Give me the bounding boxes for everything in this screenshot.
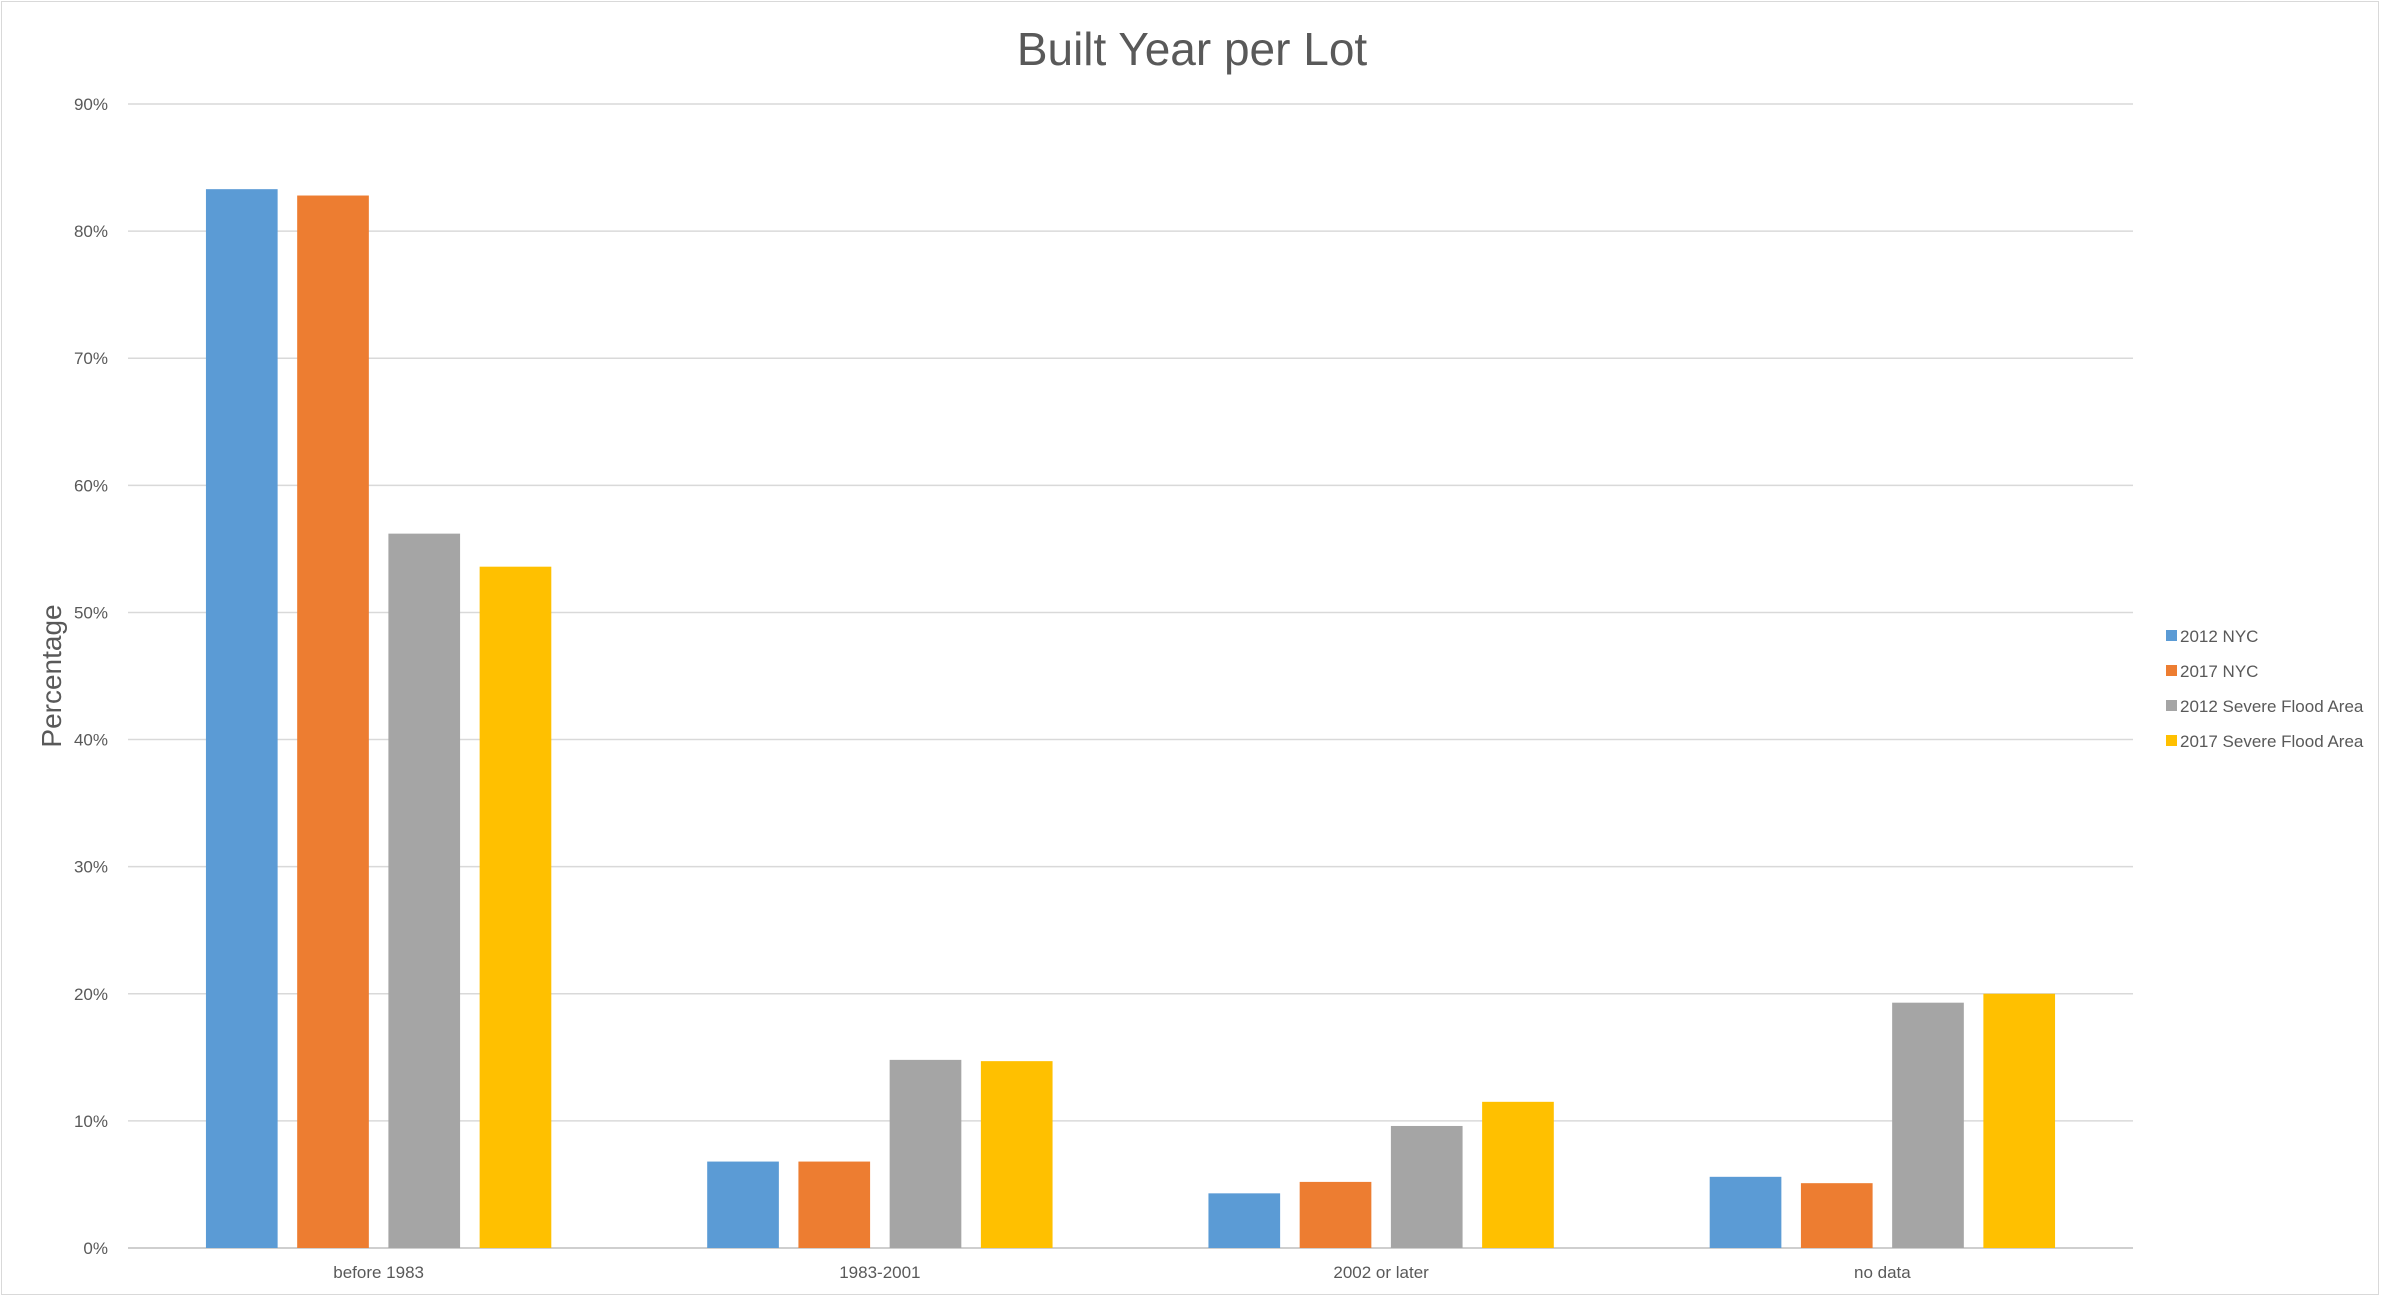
y-tick-label: 0% (83, 1239, 108, 1258)
bar (889, 1059, 962, 1248)
bar (1482, 1101, 1554, 1248)
y-tick-label: 40% (74, 731, 108, 750)
y-tick-label: 30% (74, 858, 108, 877)
bar (980, 1061, 1053, 1248)
bar (1299, 1181, 1372, 1248)
legend-label: 2012 NYC (2180, 627, 2258, 646)
bar (707, 1161, 779, 1248)
gridlines (128, 103, 2133, 1249)
legend-label: 2017 Severe Flood Area (2180, 732, 2364, 751)
bar (1208, 1193, 1281, 1248)
x-tick-label: 2002 or later (1333, 1263, 1429, 1282)
y-tick-label: 60% (74, 476, 108, 495)
legend-swatch (2166, 735, 2177, 746)
bar (1390, 1125, 1463, 1248)
y-tick-labels: 0% 10% 20% 30% 40% 50% 60% 70% 80% 90% (74, 95, 108, 1258)
bar (1983, 993, 2056, 1248)
legend-swatch (2166, 665, 2177, 676)
legend-swatch (2166, 700, 2177, 711)
x-tick-labels: before 1983 1983-2001 2002 or later no data (333, 1263, 1911, 1282)
bar (1892, 1002, 1964, 1248)
legend-swatch (2166, 630, 2177, 641)
legend-label: 2017 NYC (2180, 662, 2258, 681)
bar (798, 1161, 871, 1248)
chart-title: Built Year per Lot (1017, 23, 1368, 75)
x-tick-label: before 1983 (333, 1263, 424, 1282)
y-tick-label: 90% (74, 95, 108, 114)
x-tick-label: no data (1854, 1263, 1911, 1282)
bar (479, 566, 552, 1248)
legend-label: 2012 Severe Flood Area (2180, 697, 2364, 716)
bar (1800, 1183, 1873, 1248)
y-tick-label: 80% (74, 222, 108, 241)
y-tick-label: 20% (74, 985, 108, 1004)
bar (388, 533, 461, 1248)
bars (205, 189, 2056, 1249)
legend: 2012 NYC 2017 NYC 2012 Severe Flood Area 20… (2166, 627, 2364, 751)
y-tick-label: 50% (74, 603, 108, 622)
x-tick-label: 1983-2001 (839, 1263, 920, 1282)
y-tick-label: 10% (74, 1112, 108, 1131)
y-tick-label: 70% (74, 349, 108, 368)
bar (205, 189, 278, 1249)
y-axis-label: Percentage (36, 604, 67, 747)
bar (297, 195, 369, 1248)
bar (1709, 1176, 1782, 1248)
